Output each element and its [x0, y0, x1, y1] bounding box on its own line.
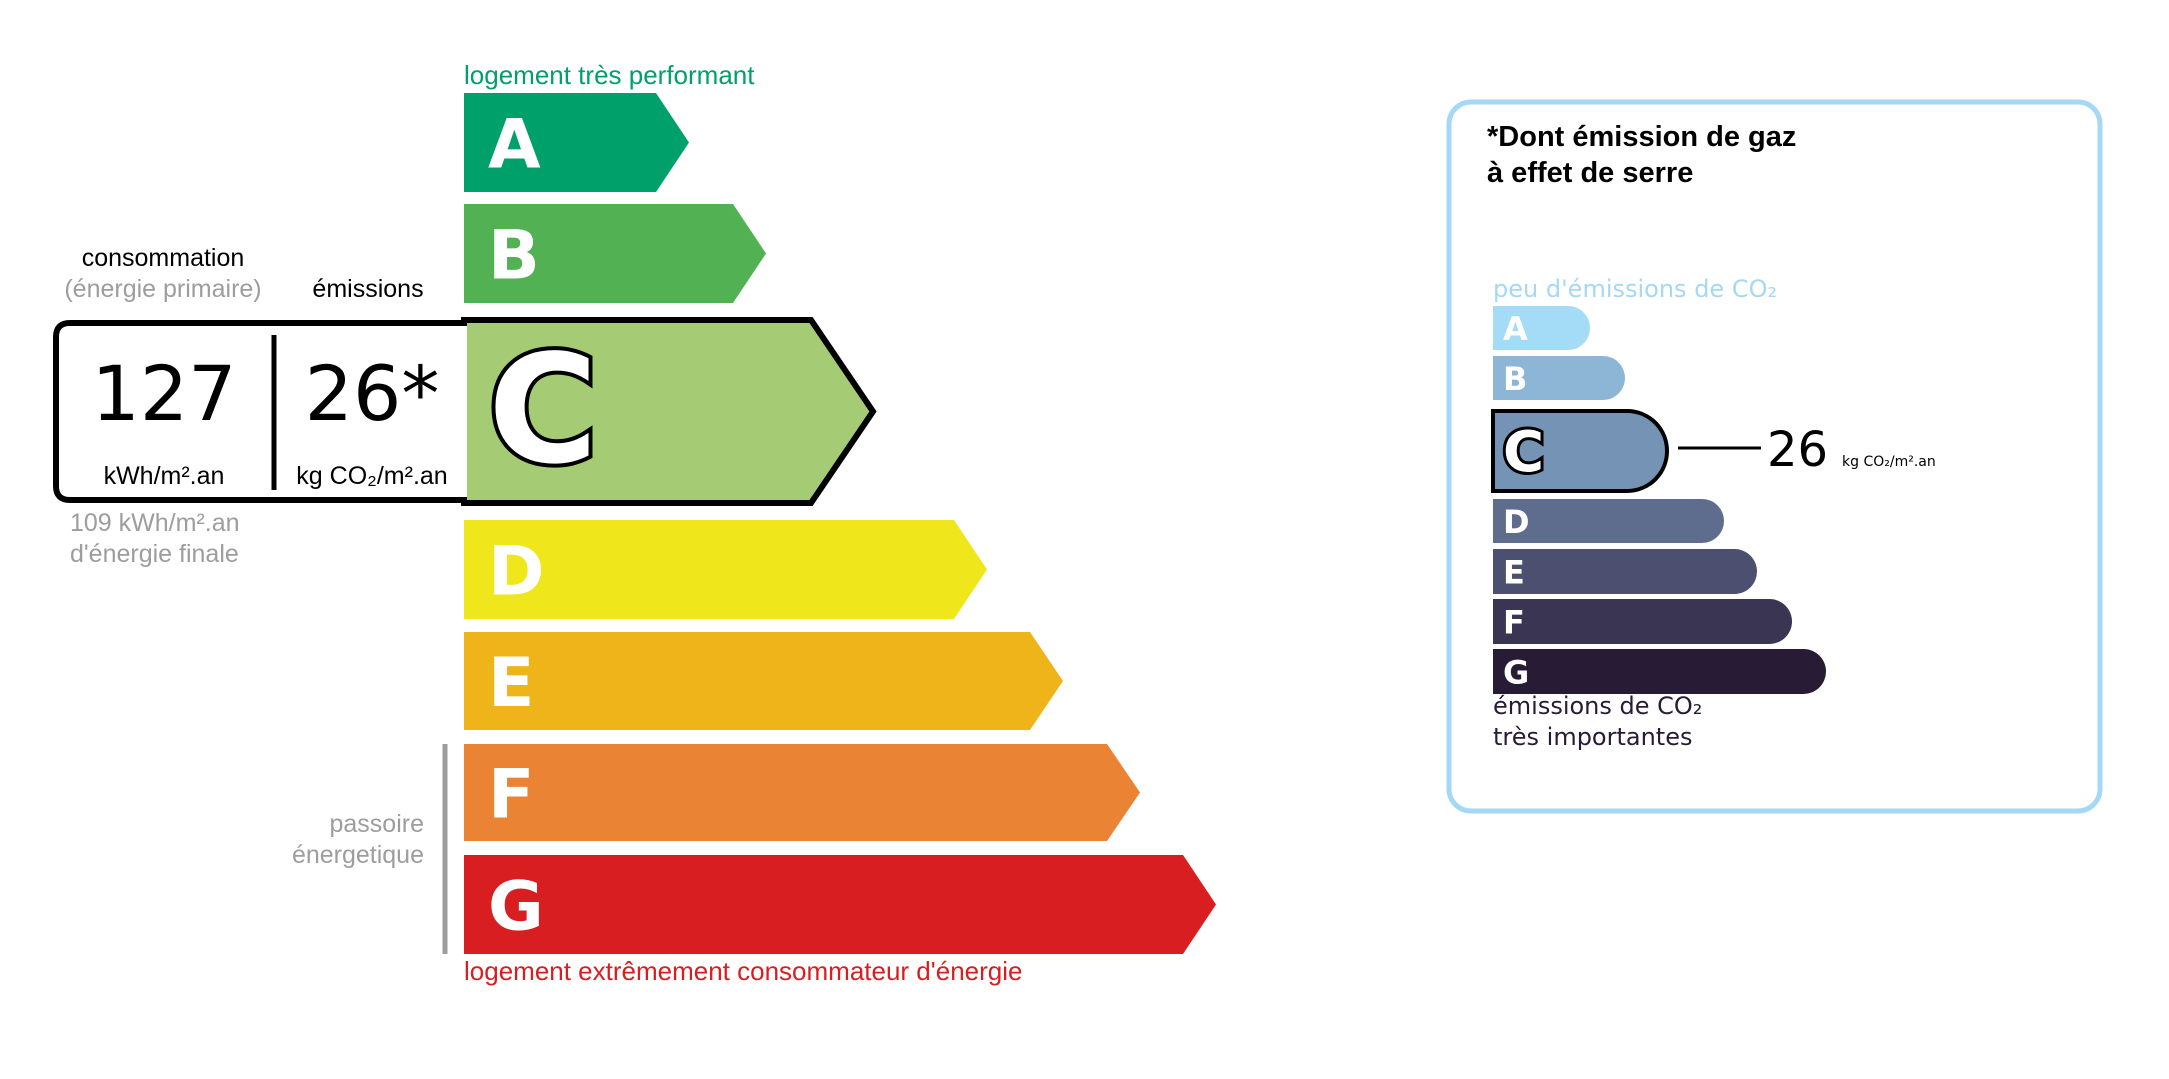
ges-class-c-letter: C — [1503, 420, 1544, 485]
energy-class-d-bar — [464, 520, 987, 619]
top-label: logement très performant — [464, 60, 755, 90]
ges-class-e-bar — [1493, 549, 1757, 594]
energy-class-c-letter: C — [488, 324, 598, 498]
consumption-unit: kWh/m².an — [104, 462, 225, 490]
final-energy-value: 109 kWh/m².an — [70, 509, 240, 537]
energy-class-e-letter: E — [488, 644, 534, 723]
energy-class-f-letter: F — [488, 756, 534, 835]
energy-class-a-bar — [464, 93, 689, 192]
consumption-subheader: (énergie primaire) — [64, 275, 261, 303]
consumption-header: consommation — [82, 244, 245, 272]
energy-class-g-letter: G — [488, 868, 544, 947]
ges-top-label: peu d'émissions de CO₂ — [1493, 275, 1777, 303]
energy-class-d-letter: D — [488, 533, 544, 612]
ges-class-b-letter: B — [1503, 360, 1527, 398]
ges-class-c-bar — [1491, 409, 1669, 493]
energy-class-f-bar — [464, 744, 1140, 841]
ges-title-1: *Dont émission de gaz — [1487, 121, 1796, 153]
consumption-value: 127 — [91, 349, 236, 438]
ges-class-g-bar — [1493, 649, 1826, 694]
energy-class-b-bar — [464, 204, 766, 303]
ges-class-f-letter: F — [1503, 604, 1525, 642]
emissions-unit: kg CO₂/m².an — [296, 462, 447, 490]
ges-bottom-label-1: émissions de CO₂ — [1493, 692, 1702, 720]
final-energy-label: d'énergie finale — [70, 540, 239, 568]
ges-class-a-bar — [1493, 306, 1590, 350]
ges-class-b-bar — [1493, 356, 1625, 400]
ges-value: 26 — [1767, 422, 1828, 478]
bottom-label: logement extrêmement consommateur d'éner… — [464, 956, 1022, 986]
energy-class-a-letter: A — [488, 106, 541, 185]
emissions-value: 26* — [305, 349, 440, 438]
energy-class-g-bar — [464, 855, 1216, 954]
ges-unit: kg CO₂/m².an — [1842, 454, 1936, 470]
emissions-header: émissions — [312, 275, 423, 303]
ges-bottom-label-2: très importantes — [1493, 723, 1693, 751]
ges-class-d-bar — [1493, 499, 1724, 543]
ges-class-e-letter: E — [1503, 554, 1525, 592]
value-box — [53, 320, 467, 503]
passoire-label-2: énergetique — [292, 841, 424, 869]
ges-class-a-letter: A — [1503, 310, 1528, 348]
energy-class-b-letter: B — [488, 217, 540, 296]
energy-class-e-bar — [464, 632, 1063, 730]
ges-title-2: à effet de serre — [1487, 157, 1693, 189]
ges-class-f-bar — [1493, 599, 1793, 644]
ges-class-d-letter: D — [1503, 503, 1530, 541]
ges-class-g-letter: G — [1503, 654, 1529, 692]
passoire-label-1: passoire — [330, 810, 425, 838]
